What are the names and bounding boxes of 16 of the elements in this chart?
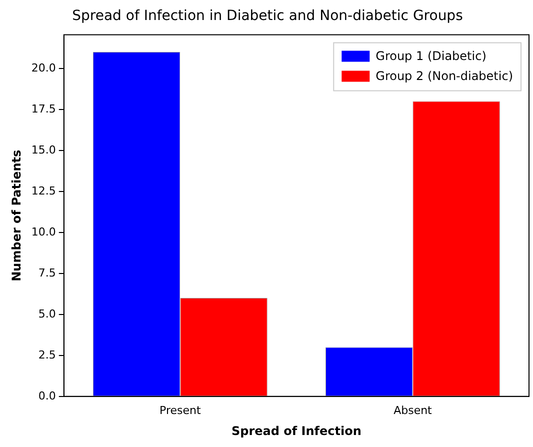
y-tick-label: 10.0 (31, 225, 56, 238)
y-tick-label: 2.5 (38, 348, 56, 362)
legend-label: Group 1 (Diabetic) (376, 48, 486, 63)
x-axis-title: Spread of Infection (231, 424, 362, 438)
y-axis-title: Number of Patients (9, 150, 24, 282)
y-tick-label: 0.0 (38, 389, 56, 402)
x-tick-label: Absent (394, 404, 433, 417)
y-tick-label: 15.0 (31, 143, 56, 156)
y-tick-label: 20.0 (31, 61, 56, 74)
y-tick-label: 17.5 (31, 102, 56, 116)
legend-label: Group 2 (Non-diabetic) (376, 68, 514, 83)
x-tick-label: Present (160, 404, 202, 417)
chart-title: Spread of Infection in Diabetic and Non-diabetic Groups (72, 8, 463, 24)
y-tick-label: 12.5 (31, 184, 56, 198)
y-tick-label: 7.5 (38, 266, 56, 280)
y-tick-label: 5.0 (38, 307, 56, 320)
